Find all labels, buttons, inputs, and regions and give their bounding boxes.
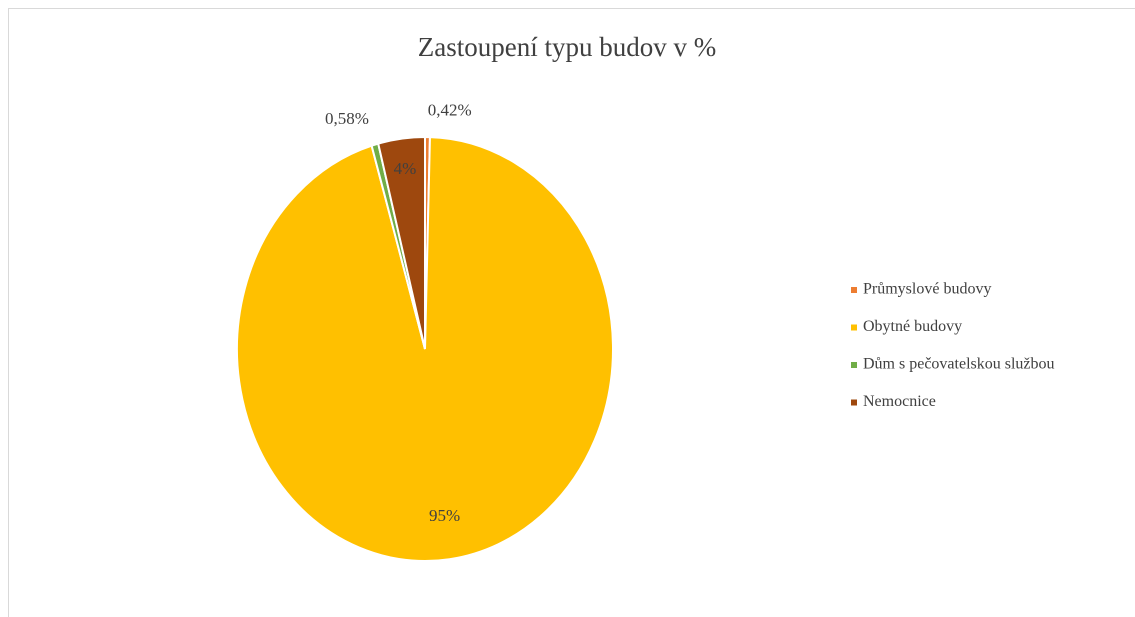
legend-label: Nemocnice: [863, 393, 936, 410]
legend-label: Průmyslové budovy: [863, 281, 991, 298]
legend-label: Dům s pečovatelskou službou: [863, 356, 1055, 373]
legend-swatch: [851, 399, 857, 406]
legend-label: Obytné budovy: [863, 318, 962, 335]
chart-title: Zastoupení typu budov v %: [418, 32, 716, 62]
legend-swatch: [851, 287, 857, 293]
data-label: 4%: [394, 159, 417, 178]
legend-swatch: [851, 362, 857, 368]
chart-frame: [8, 8, 1135, 617]
data-label: 0,58%: [325, 109, 369, 128]
legend-swatch: [851, 324, 857, 331]
pie-slice: [377, 135, 426, 350]
data-label: 95%: [429, 506, 460, 525]
data-label: 0,42%: [428, 100, 472, 119]
